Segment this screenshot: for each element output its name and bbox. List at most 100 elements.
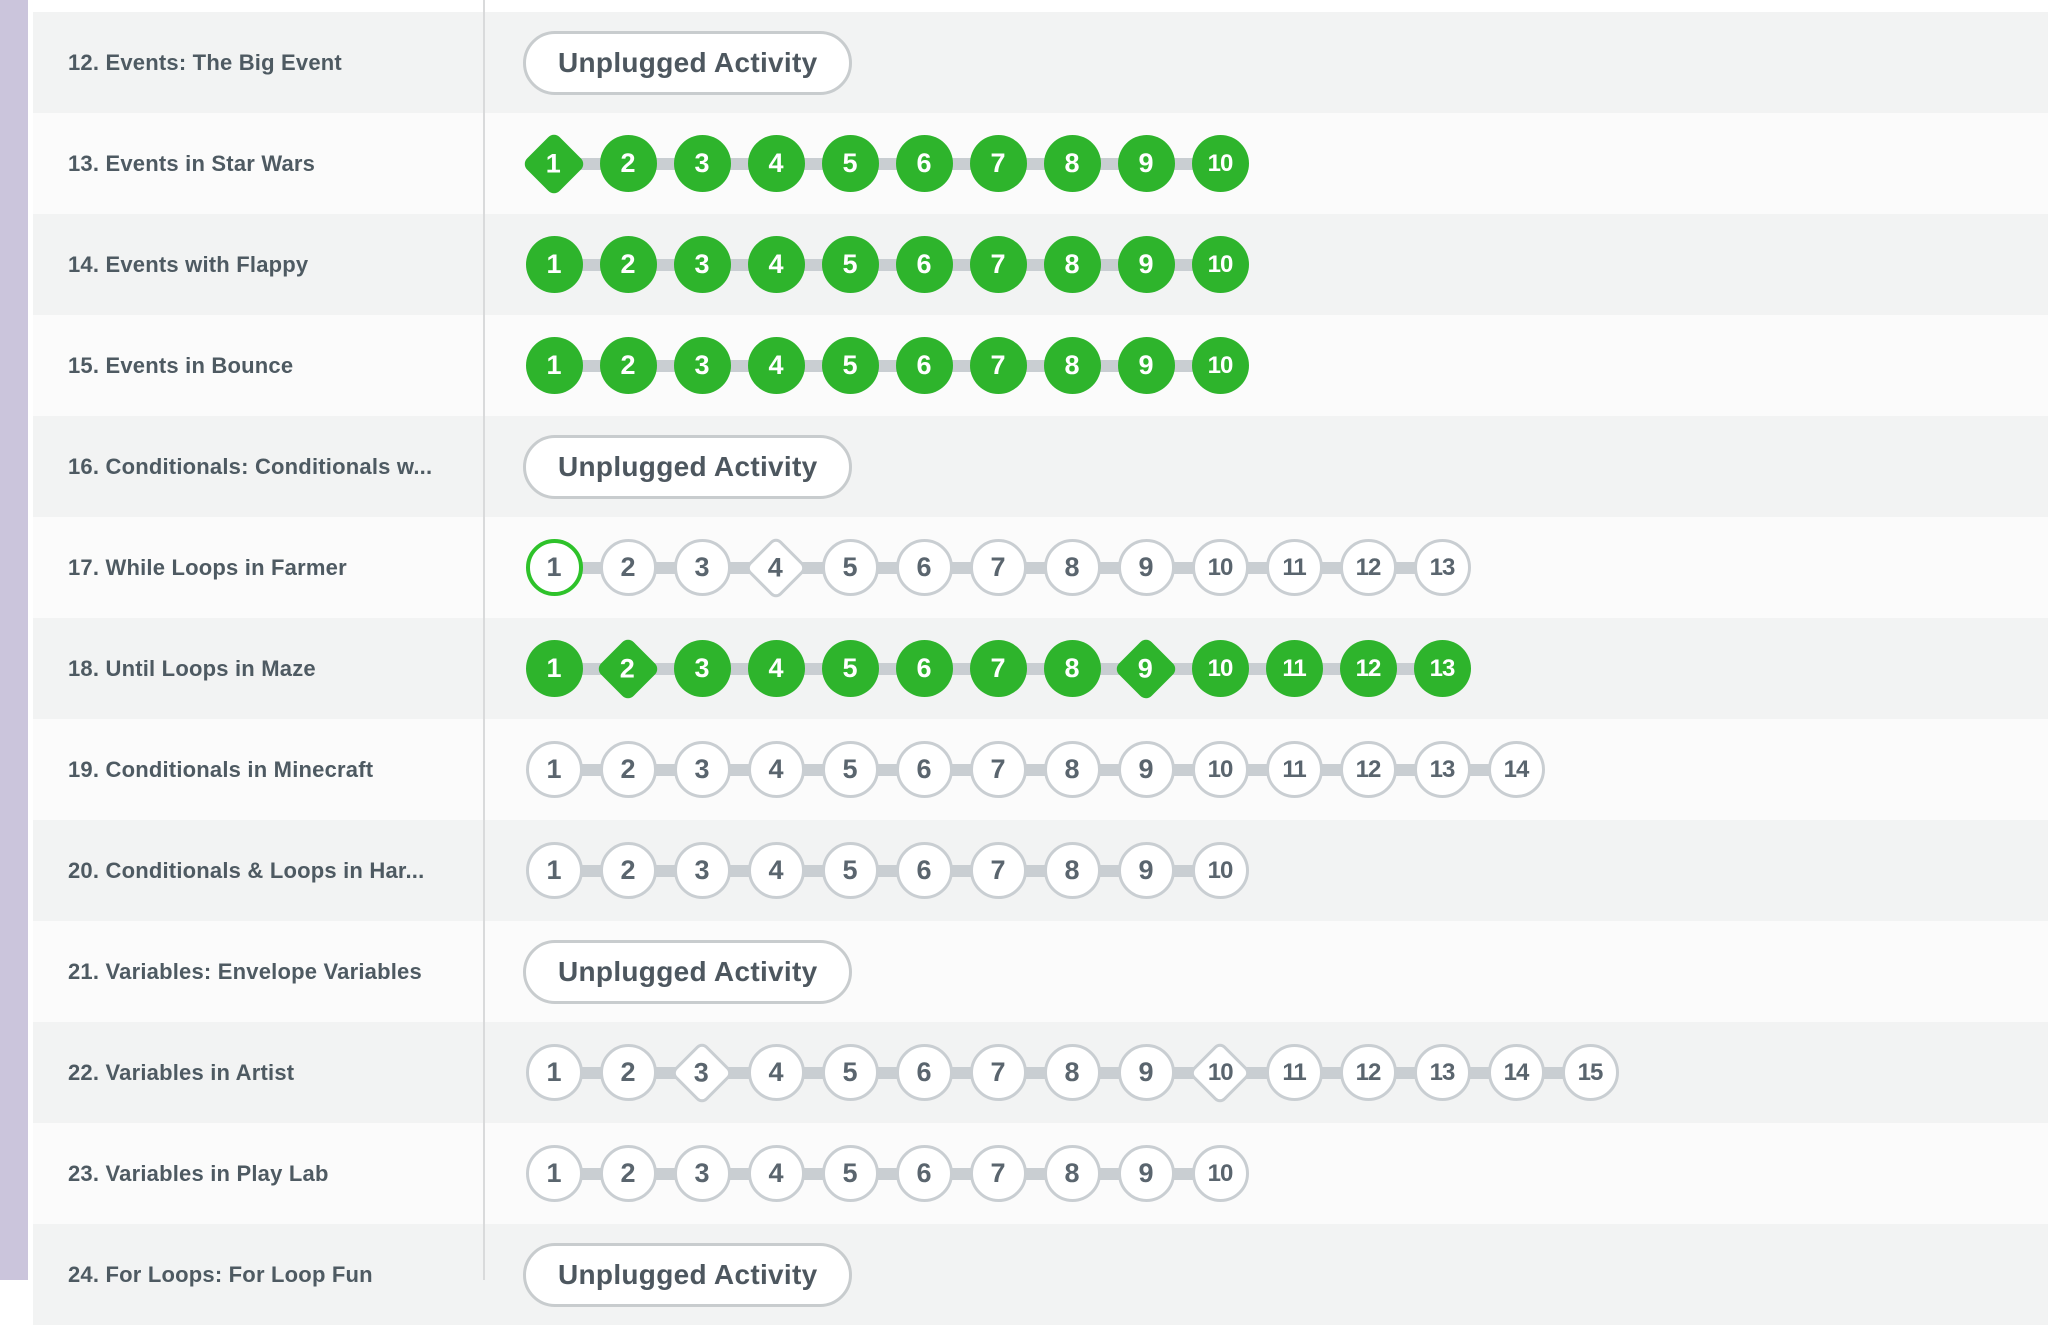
lesson-title[interactable]: 21. Variables: Envelope Variables [68, 958, 422, 984]
level-bubble-2[interactable]: 2 [599, 337, 657, 394]
level-bubble-10[interactable]: 10 [1187, 1039, 1253, 1106]
level-bubble-14[interactable]: 14 [1487, 741, 1545, 798]
lesson-title[interactable]: 22. Variables in Artist [68, 1059, 295, 1085]
level-bubble-10[interactable]: 10 [1191, 1145, 1249, 1202]
level-bubble-3[interactable]: 3 [673, 640, 731, 697]
level-bubble-4[interactable]: 4 [747, 1145, 805, 1202]
level-bubble-3[interactable]: 3 [673, 135, 731, 192]
level-bubble-7[interactable]: 7 [969, 135, 1027, 192]
level-bubble-5[interactable]: 5 [821, 539, 879, 596]
level-bubble-8[interactable]: 8 [1043, 539, 1101, 596]
unplugged-activity-pill[interactable]: Unplugged Activity [523, 939, 853, 1004]
level-bubble-4[interactable]: 4 [747, 842, 805, 899]
level-bubble-7[interactable]: 7 [969, 1145, 1027, 1202]
level-bubble-3[interactable]: 3 [673, 741, 731, 798]
level-bubble-13[interactable]: 13 [1413, 539, 1471, 596]
level-bubble-2[interactable]: 2 [595, 635, 661, 702]
level-bubble-9[interactable]: 9 [1117, 539, 1175, 596]
level-bubble-7[interactable]: 7 [969, 539, 1027, 596]
lesson-title[interactable]: 12. Events: The Big Event [68, 49, 342, 75]
level-bubble-9[interactable]: 9 [1117, 1145, 1175, 1202]
level-bubble-3[interactable]: 3 [673, 236, 731, 293]
level-bubble-5[interactable]: 5 [821, 842, 879, 899]
level-bubble-8[interactable]: 8 [1043, 640, 1101, 697]
level-bubble-8[interactable]: 8 [1043, 842, 1101, 899]
level-bubble-9[interactable]: 9 [1117, 337, 1175, 394]
lesson-title[interactable]: 20. Conditionals & Loops in Har... [68, 857, 425, 883]
level-bubble-13[interactable]: 13 [1413, 741, 1471, 798]
level-bubble-8[interactable]: 8 [1043, 741, 1101, 798]
level-bubble-6[interactable]: 6 [895, 640, 953, 697]
lesson-title[interactable]: 24. For Loops: For Loop Fun [68, 1261, 373, 1287]
level-bubble-2[interactable]: 2 [599, 842, 657, 899]
level-bubble-7[interactable]: 7 [969, 640, 1027, 697]
level-bubble-7[interactable]: 7 [969, 1044, 1027, 1101]
level-bubble-6[interactable]: 6 [895, 842, 953, 899]
level-bubble-4[interactable]: 4 [747, 741, 805, 798]
level-bubble-9[interactable]: 9 [1117, 135, 1175, 192]
level-bubble-1[interactable]: 1 [521, 130, 587, 197]
unplugged-activity-pill[interactable]: Unplugged Activity [523, 30, 853, 95]
level-bubble-6[interactable]: 6 [895, 236, 953, 293]
level-bubble-6[interactable]: 6 [895, 1044, 953, 1101]
level-bubble-5[interactable]: 5 [821, 640, 879, 697]
level-bubble-5[interactable]: 5 [821, 236, 879, 293]
level-bubble-11[interactable]: 11 [1265, 640, 1323, 697]
level-bubble-4[interactable]: 4 [747, 337, 805, 394]
level-bubble-9[interactable]: 9 [1117, 236, 1175, 293]
level-bubble-3[interactable]: 3 [669, 1039, 735, 1106]
level-bubble-6[interactable]: 6 [895, 539, 953, 596]
level-bubble-1[interactable]: 1 [525, 640, 583, 697]
level-bubble-9[interactable]: 9 [1113, 635, 1179, 702]
level-bubble-5[interactable]: 5 [821, 1044, 879, 1101]
level-bubble-10[interactable]: 10 [1191, 539, 1249, 596]
lesson-title[interactable]: 13. Events in Star Wars [68, 150, 316, 176]
level-bubble-2[interactable]: 2 [599, 1044, 657, 1101]
level-bubble-9[interactable]: 9 [1117, 842, 1175, 899]
level-bubble-3[interactable]: 3 [673, 337, 731, 394]
level-bubble-9[interactable]: 9 [1117, 1044, 1175, 1101]
lesson-title[interactable]: 23. Variables in Play Lab [68, 1160, 329, 1186]
lesson-title[interactable]: 15. Events in Bounce [68, 352, 294, 378]
level-bubble-5[interactable]: 5 [821, 741, 879, 798]
level-bubble-8[interactable]: 8 [1043, 135, 1101, 192]
level-bubble-1[interactable]: 1 [525, 842, 583, 899]
level-bubble-12[interactable]: 12 [1339, 640, 1397, 697]
level-bubble-7[interactable]: 7 [969, 842, 1027, 899]
level-bubble-7[interactable]: 7 [969, 741, 1027, 798]
level-bubble-2[interactable]: 2 [599, 539, 657, 596]
level-bubble-1[interactable]: 1 [525, 337, 583, 394]
level-bubble-5[interactable]: 5 [821, 1145, 879, 1202]
level-bubble-7[interactable]: 7 [969, 337, 1027, 394]
level-bubble-10[interactable]: 10 [1191, 135, 1249, 192]
level-bubble-4[interactable]: 4 [743, 534, 809, 601]
level-bubble-13[interactable]: 13 [1413, 1044, 1471, 1101]
level-bubble-2[interactable]: 2 [599, 236, 657, 293]
lesson-title[interactable]: 19. Conditionals in Minecraft [68, 756, 374, 782]
level-bubble-1[interactable]: 1 [525, 1145, 583, 1202]
level-bubble-3[interactable]: 3 [673, 1145, 731, 1202]
level-bubble-6[interactable]: 6 [895, 741, 953, 798]
level-bubble-11[interactable]: 11 [1265, 539, 1323, 596]
lesson-title[interactable]: 16. Conditionals: Conditionals w... [68, 453, 433, 479]
level-bubble-3[interactable]: 3 [673, 539, 731, 596]
level-bubble-11[interactable]: 11 [1265, 741, 1323, 798]
level-bubble-7[interactable]: 7 [969, 236, 1027, 293]
level-bubble-1[interactable]: 1 [525, 741, 583, 798]
level-bubble-5[interactable]: 5 [821, 337, 879, 394]
level-bubble-15[interactable]: 15 [1561, 1044, 1619, 1101]
level-bubble-12[interactable]: 12 [1339, 1044, 1397, 1101]
level-bubble-4[interactable]: 4 [747, 135, 805, 192]
level-bubble-8[interactable]: 8 [1043, 1145, 1101, 1202]
level-bubble-14[interactable]: 14 [1487, 1044, 1545, 1101]
level-bubble-6[interactable]: 6 [895, 337, 953, 394]
level-bubble-10[interactable]: 10 [1191, 842, 1249, 899]
level-bubble-11[interactable]: 11 [1265, 1044, 1323, 1101]
level-bubble-2[interactable]: 2 [599, 135, 657, 192]
level-bubble-8[interactable]: 8 [1043, 1044, 1101, 1101]
lesson-title[interactable]: 14. Events with Flappy [68, 251, 309, 277]
level-bubble-12[interactable]: 12 [1339, 539, 1397, 596]
level-bubble-1[interactable]: 1 [525, 539, 583, 596]
level-bubble-4[interactable]: 4 [747, 640, 805, 697]
lesson-title[interactable]: 18. Until Loops in Maze [68, 655, 316, 681]
